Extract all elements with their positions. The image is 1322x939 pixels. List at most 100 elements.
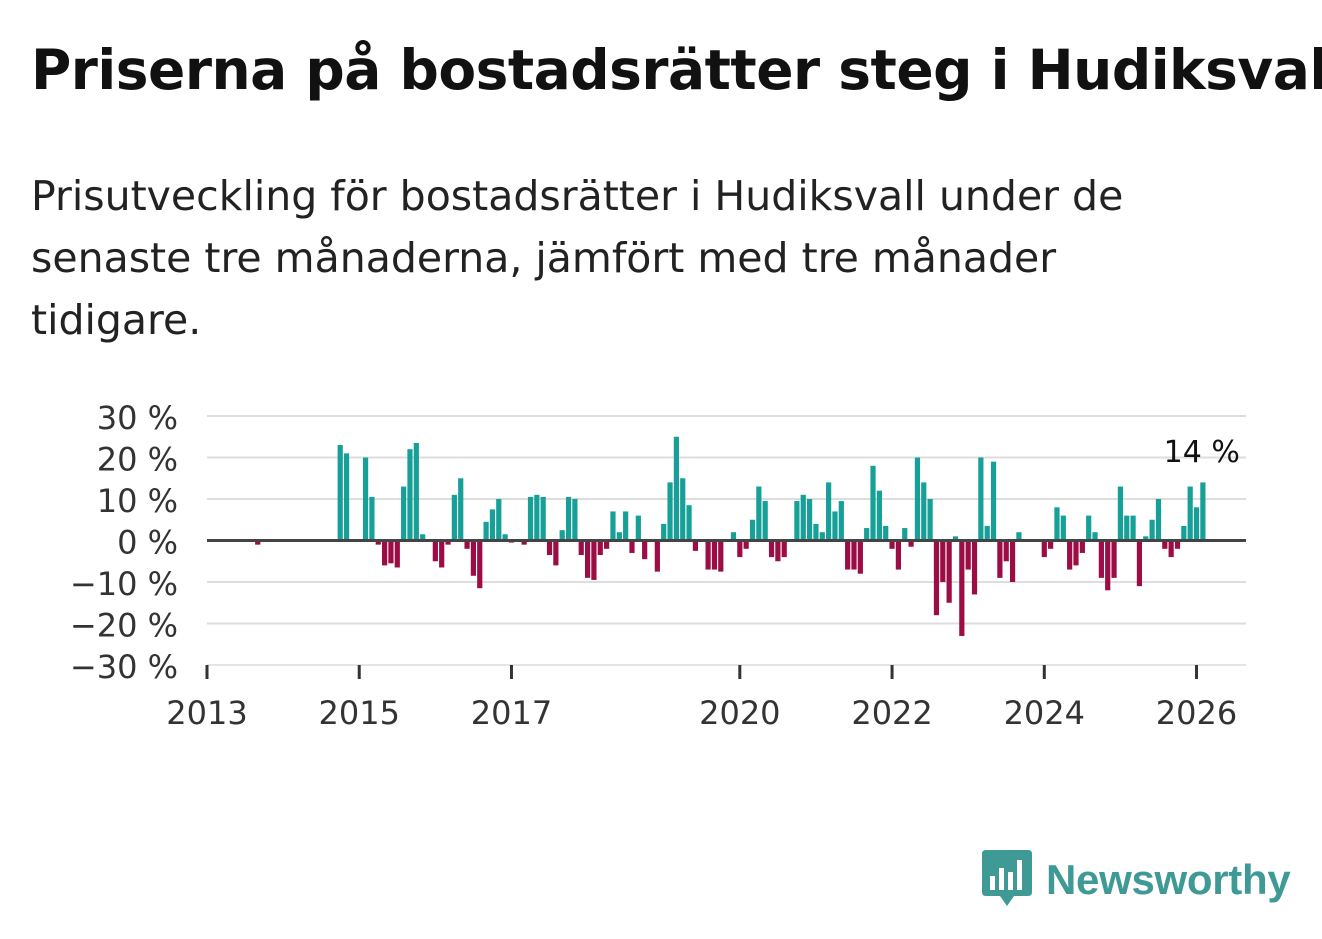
bar [806, 499, 813, 541]
bar [362, 457, 369, 541]
bar [959, 540, 965, 636]
bar [477, 540, 483, 589]
bar [521, 540, 527, 545]
bar [578, 540, 584, 556]
bar [584, 540, 591, 578]
bar [572, 499, 578, 541]
bar [439, 540, 445, 568]
bar [1143, 536, 1149, 541]
last-value-label: 14 % [1164, 435, 1240, 470]
bar [826, 482, 832, 541]
bar [864, 528, 870, 541]
bar [642, 540, 648, 560]
bar [1054, 507, 1060, 541]
bar [730, 532, 737, 541]
bar [914, 457, 921, 541]
bar [971, 540, 978, 595]
bar [1067, 540, 1073, 570]
bar [445, 540, 451, 545]
x-tick-label: 2022 [851, 694, 932, 732]
bar [604, 540, 610, 549]
bar [534, 494, 540, 541]
bar [902, 528, 908, 541]
bar [553, 540, 559, 566]
y-tick-label: 30 % [97, 399, 178, 437]
bar [610, 511, 616, 541]
y-tick-label: −20 % [70, 607, 178, 645]
bar [1092, 532, 1098, 541]
x-tick-label: 2015 [319, 694, 400, 732]
bar [394, 540, 400, 568]
bar [692, 540, 699, 551]
bar [794, 501, 800, 541]
bar [388, 540, 394, 564]
bar [369, 496, 375, 541]
bar [895, 540, 901, 570]
bar [705, 540, 711, 570]
newsworthy-logo[interactable]: Newsworthy [978, 848, 1291, 912]
y-tick-label: −30 % [70, 648, 178, 686]
bar [1117, 486, 1124, 541]
bar [432, 540, 438, 562]
bar [337, 445, 343, 541]
y-tick-label: 0 % [117, 524, 178, 562]
bar [990, 461, 997, 541]
x-tick-label: 2020 [699, 694, 780, 732]
bar [546, 540, 553, 556]
bar [819, 532, 825, 541]
bar [401, 486, 407, 541]
bar [451, 494, 457, 541]
bar [420, 534, 426, 541]
bar [756, 486, 762, 541]
labels: 30 % 20 %10 % 0 %−10 % −20 %−30 % 2013 2015 20… [70, 399, 1240, 732]
bar [870, 465, 876, 541]
bar [965, 540, 971, 570]
bar-chart: 30 % 20 %10 % 0 %−10 % −20 %−30 % 2013 2015 20… [70, 399, 1246, 732]
bar [1079, 540, 1085, 553]
chart-subtitle: Prisutveckling för bostadsrätter i Hudik… [31, 172, 1124, 344]
bar [997, 540, 1003, 578]
bar [597, 540, 603, 556]
bar [382, 540, 388, 566]
bar [832, 511, 838, 541]
bar [762, 501, 768, 541]
bar [845, 540, 851, 570]
x-tick-label: 2024 [1004, 694, 1085, 732]
bar [838, 501, 844, 541]
bar [686, 505, 692, 541]
bar [255, 540, 261, 545]
bar [1181, 525, 1187, 541]
bar [711, 540, 718, 570]
bar [1187, 486, 1193, 541]
bar [781, 540, 787, 558]
bar [768, 540, 775, 558]
x-tick-label: 2026 [1156, 694, 1237, 732]
bar [464, 540, 470, 549]
bar [1048, 540, 1054, 549]
bar [775, 540, 781, 562]
bar [927, 499, 933, 541]
bar [1136, 540, 1143, 587]
bar [940, 540, 946, 582]
bar [483, 521, 489, 541]
bar [1111, 540, 1117, 578]
x-tick-label: 2013 [166, 694, 247, 732]
bar [413, 442, 419, 541]
bar [1124, 515, 1130, 541]
bar [889, 540, 895, 549]
bars [255, 436, 1206, 636]
newsworthy-chart-bubble-icon [982, 850, 1032, 906]
x-tick-label: 2017 [471, 694, 552, 732]
bar [565, 496, 572, 541]
bar [527, 496, 534, 541]
bar [1016, 532, 1022, 541]
bar [591, 540, 597, 580]
bar [616, 532, 622, 541]
bar [1041, 540, 1047, 558]
bar [1130, 515, 1136, 541]
bar [876, 490, 882, 541]
bar [375, 540, 381, 545]
bar [1168, 540, 1174, 558]
bar [749, 519, 756, 541]
bar [1060, 515, 1066, 541]
